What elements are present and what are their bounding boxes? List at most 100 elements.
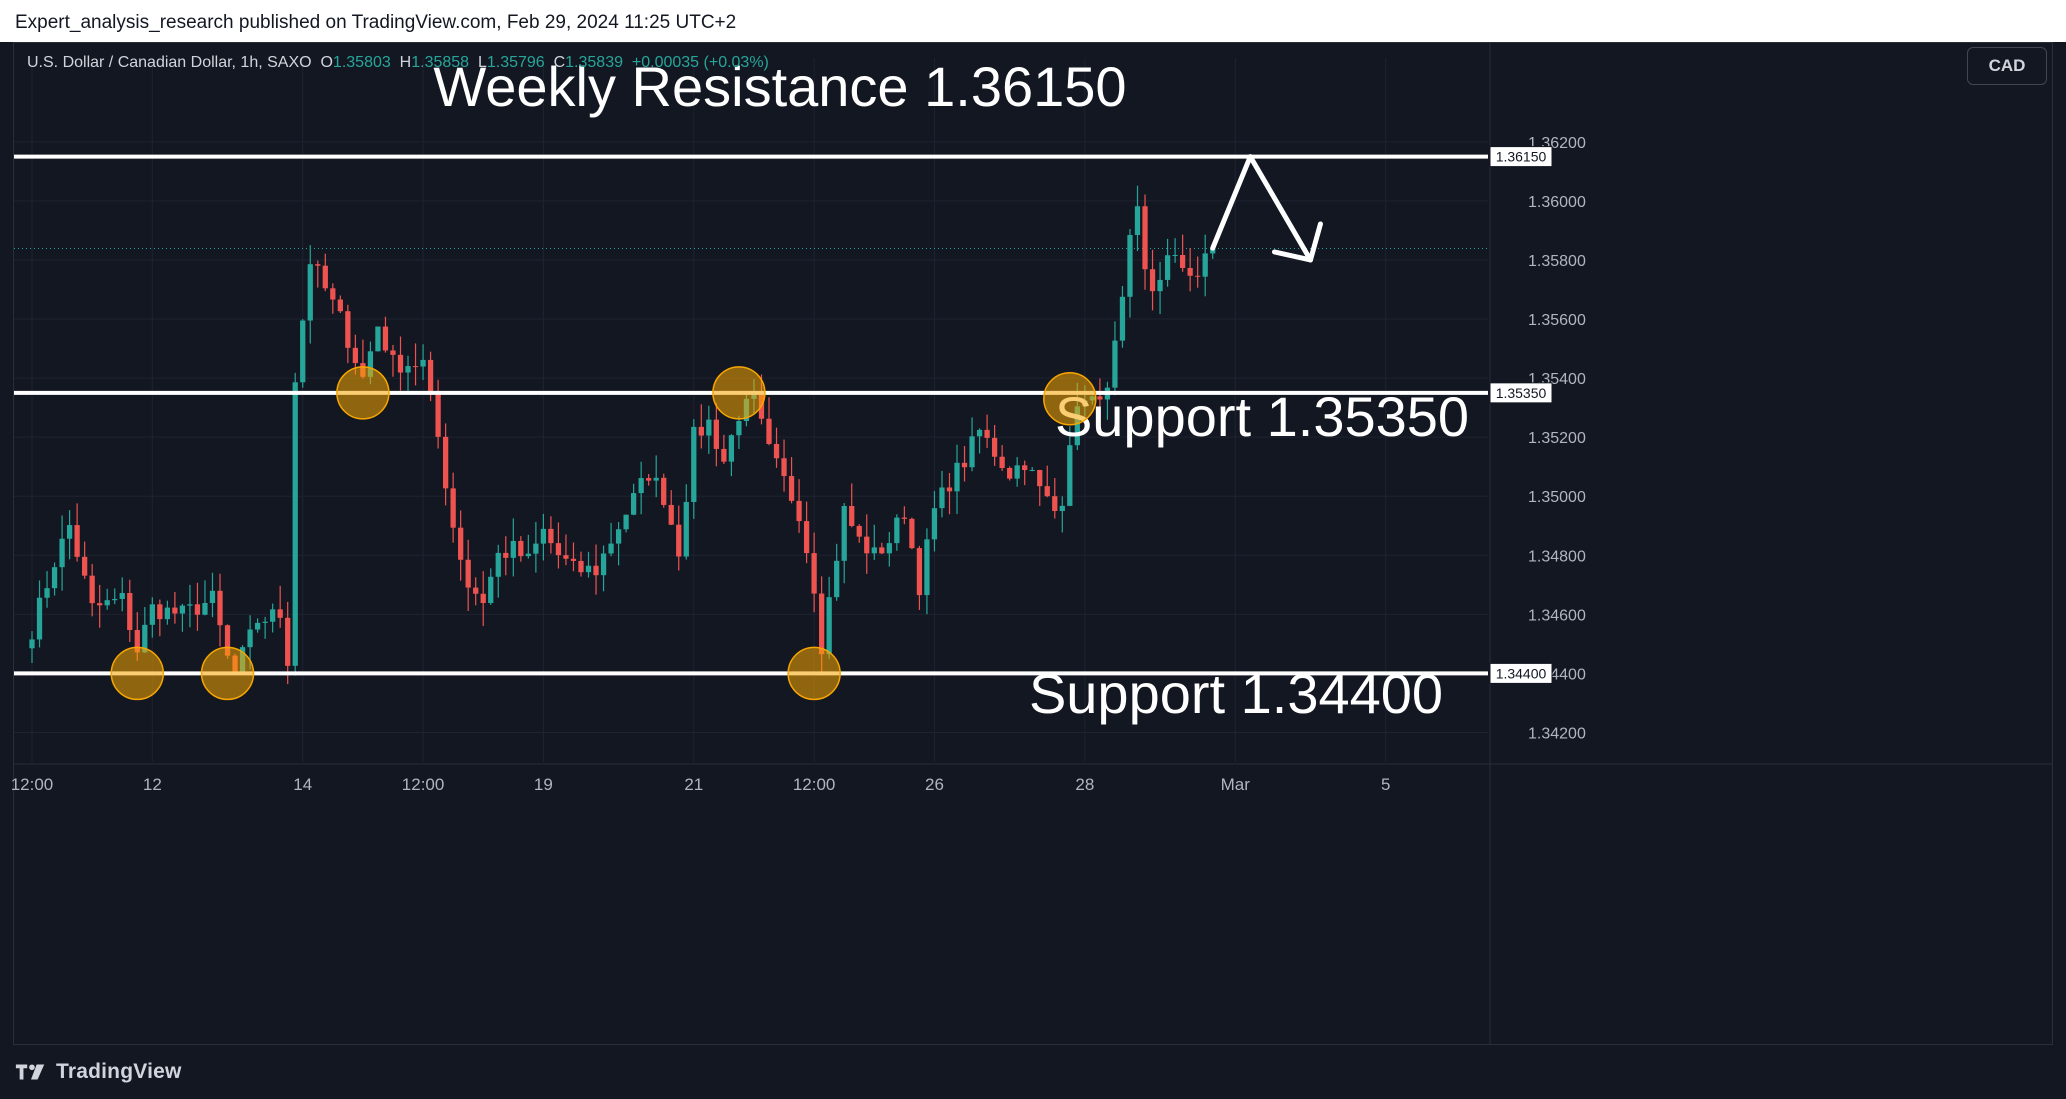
- x-tick-label: 12:00: [793, 775, 836, 794]
- candle-body: [157, 604, 163, 620]
- x-tick-label: 21: [684, 775, 703, 794]
- candle-body: [1037, 469, 1043, 487]
- candle-body: [1172, 255, 1178, 257]
- candle-body: [811, 553, 817, 594]
- candle-body: [1202, 253, 1208, 277]
- candle-body: [112, 598, 118, 601]
- symbol-legend: U.S. Dollar / Canadian Dollar, 1h, SAXO …: [27, 54, 769, 71]
- candle-body: [315, 264, 321, 266]
- candle-body: [345, 311, 351, 348]
- candle-body: [247, 629, 253, 648]
- candle-body: [1112, 340, 1118, 388]
- candle-body: [698, 426, 704, 436]
- candle-body: [1029, 469, 1035, 471]
- candle-body: [427, 359, 434, 392]
- y-tick-label: 1.35800: [1528, 253, 1586, 270]
- candle-body: [322, 265, 328, 289]
- y-tick-label: 1.34800: [1528, 548, 1586, 565]
- tradingview-logo[interactable]: TradingView: [14, 1060, 182, 1084]
- candle-body: [638, 478, 644, 494]
- candle-body: [939, 487, 945, 509]
- candle-body: [127, 593, 133, 631]
- touch-circle: [336, 366, 390, 420]
- candle-body: [879, 547, 885, 554]
- publisher-text: Expert_analysis_research published on Tr…: [15, 12, 737, 33]
- candle-body: [352, 347, 359, 364]
- candle-body: [706, 419, 712, 436]
- symbol-name: U.S. Dollar / Canadian Dollar, 1h, SAXO: [27, 54, 312, 71]
- candle-body: [262, 621, 268, 623]
- candle-body: [36, 597, 43, 640]
- candle-body: [766, 418, 772, 444]
- candle-body: [337, 299, 343, 312]
- x-tick-label: 26: [925, 775, 944, 794]
- candle-body: [134, 630, 140, 653]
- candle-body: [270, 609, 276, 622]
- candle-body: [563, 555, 569, 559]
- candle-body: [713, 419, 719, 449]
- chart-frame[interactable]: [13, 42, 2053, 1045]
- high-value: 1.35858: [411, 54, 470, 71]
- candle-body: [683, 501, 689, 557]
- candle-body: [1014, 465, 1020, 479]
- projection-arrow: [1210, 154, 1313, 263]
- y-tick-label: 1.36000: [1528, 194, 1586, 211]
- candle-body: [1022, 465, 1028, 471]
- candle-body: [202, 602, 208, 615]
- candle-body: [1119, 296, 1126, 341]
- candle-body: [1142, 206, 1148, 270]
- candle-body: [691, 426, 697, 502]
- candle-body: [495, 552, 501, 577]
- change-value: +0.00035 (+0.03%): [631, 54, 769, 71]
- tradingview-logo-icon: [15, 1064, 45, 1080]
- candle-body: [510, 540, 516, 558]
- candle-body: [961, 462, 968, 468]
- candle-body: [330, 288, 336, 300]
- publisher-bar: Expert_analysis_research published on Tr…: [0, 0, 2066, 42]
- candle-body: [480, 593, 486, 604]
- candle-body: [82, 556, 88, 576]
- y-tick-label: 1.35200: [1528, 430, 1586, 447]
- candle-body: [653, 477, 659, 481]
- candle-body: [976, 429, 983, 437]
- candle-body: [1134, 206, 1141, 236]
- price-chart[interactable]: 1.34200 1.34400 1.34600 1.34800 1.35000 1.352…: [0, 0, 2066, 1045]
- candle-body: [849, 505, 855, 526]
- candle-body: [916, 548, 923, 596]
- currency-button[interactable]: CAD: [1967, 47, 2047, 85]
- candle-body: [473, 587, 479, 594]
- candle-body: [646, 478, 652, 481]
- candle-body: [856, 525, 862, 537]
- candle-body: [397, 354, 404, 373]
- level-price-tag-text: 1.36150: [1496, 149, 1547, 165]
- candle-body: [194, 604, 201, 615]
- candle-body: [676, 524, 682, 557]
- candle-body: [518, 540, 524, 557]
- candle-body: [450, 488, 456, 528]
- candle-body: [179, 605, 186, 614]
- candle-body: [149, 604, 155, 625]
- x-tick-label: 12:00: [402, 775, 445, 794]
- candle-body: [1052, 496, 1058, 512]
- candle-body: [600, 553, 607, 576]
- candle-body: [924, 539, 930, 596]
- candle-body: [540, 528, 547, 544]
- candle-body: [1059, 505, 1065, 512]
- y-tick-label: 1.34200: [1528, 725, 1586, 742]
- candle-body: [435, 391, 441, 437]
- candle-body: [51, 567, 58, 589]
- candle-body: [946, 487, 953, 492]
- candle-body: [1007, 467, 1013, 479]
- level-price-tag: [1489, 146, 1553, 168]
- level-price-tag-text: 1.35350: [1496, 385, 1547, 401]
- candle-body: [803, 521, 810, 554]
- candle-body: [533, 543, 539, 554]
- candle-body: [796, 500, 802, 522]
- candle-body: [1187, 267, 1193, 276]
- candle-body: [623, 514, 629, 530]
- candle-body: [1179, 255, 1186, 268]
- touch-circle: [110, 646, 165, 701]
- candle-body: [608, 543, 614, 554]
- candle-body: [984, 429, 990, 438]
- candle-body: [375, 326, 381, 352]
